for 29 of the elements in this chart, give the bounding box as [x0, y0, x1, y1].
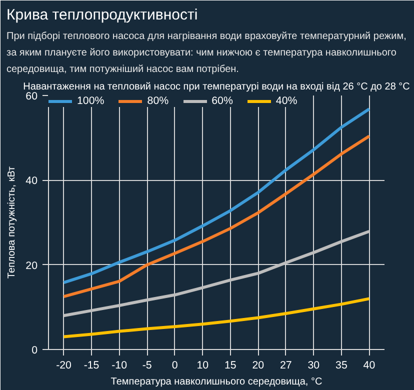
x-tick-label: -20 [56, 360, 72, 372]
chart-title: Крива теплопродуктивності [6, 6, 198, 24]
legend-label: 40% [276, 95, 298, 107]
legend-label: 60% [212, 95, 233, 107]
y-tick-label: 60 [26, 90, 38, 102]
line-series [62, 134, 371, 298]
y-tick-label: 40 [26, 175, 38, 188]
x-tick-label: 30 [308, 360, 320, 372]
line-series [62, 108, 371, 284]
x-axis-title: Температура навколишнього середовища, °C [110, 376, 322, 388]
x-tick-label: 20 [252, 360, 264, 372]
y-axis-title: Теплова потужність, кВт [6, 166, 18, 279]
chart-subtitle: При підборі теплового насоса для нагрівання води враховуйте температурний режим, за яким плануєте його використовувати: чим нижчою є температура навколишнього середовища, тим потужніший насос вам потрібен. [6, 31, 406, 75]
x-tick-label: 27 [280, 360, 292, 372]
y-tick-label: 20 [26, 260, 38, 272]
y-tick-label: 0 [32, 344, 38, 356]
line-series [62, 297, 371, 338]
x-tick-label: 15 [224, 360, 236, 372]
x-tick-label: 40 [363, 360, 376, 372]
line-series [62, 230, 371, 318]
x-tick-label: -15 [84, 360, 100, 372]
x-tick-label: 0 [172, 360, 178, 372]
x-tick-label: 10 [196, 360, 209, 372]
x-tick-label: -5 [142, 360, 152, 372]
legend-label: 100% [77, 95, 104, 107]
x-tick-label: -10 [112, 360, 128, 372]
x-tick-label: 35 [336, 360, 348, 372]
text: Навантаження на тепловий насос при температурі води на вході від 26 °C до 28 °C [23, 82, 410, 92]
legend-label: 80% [147, 95, 169, 107]
